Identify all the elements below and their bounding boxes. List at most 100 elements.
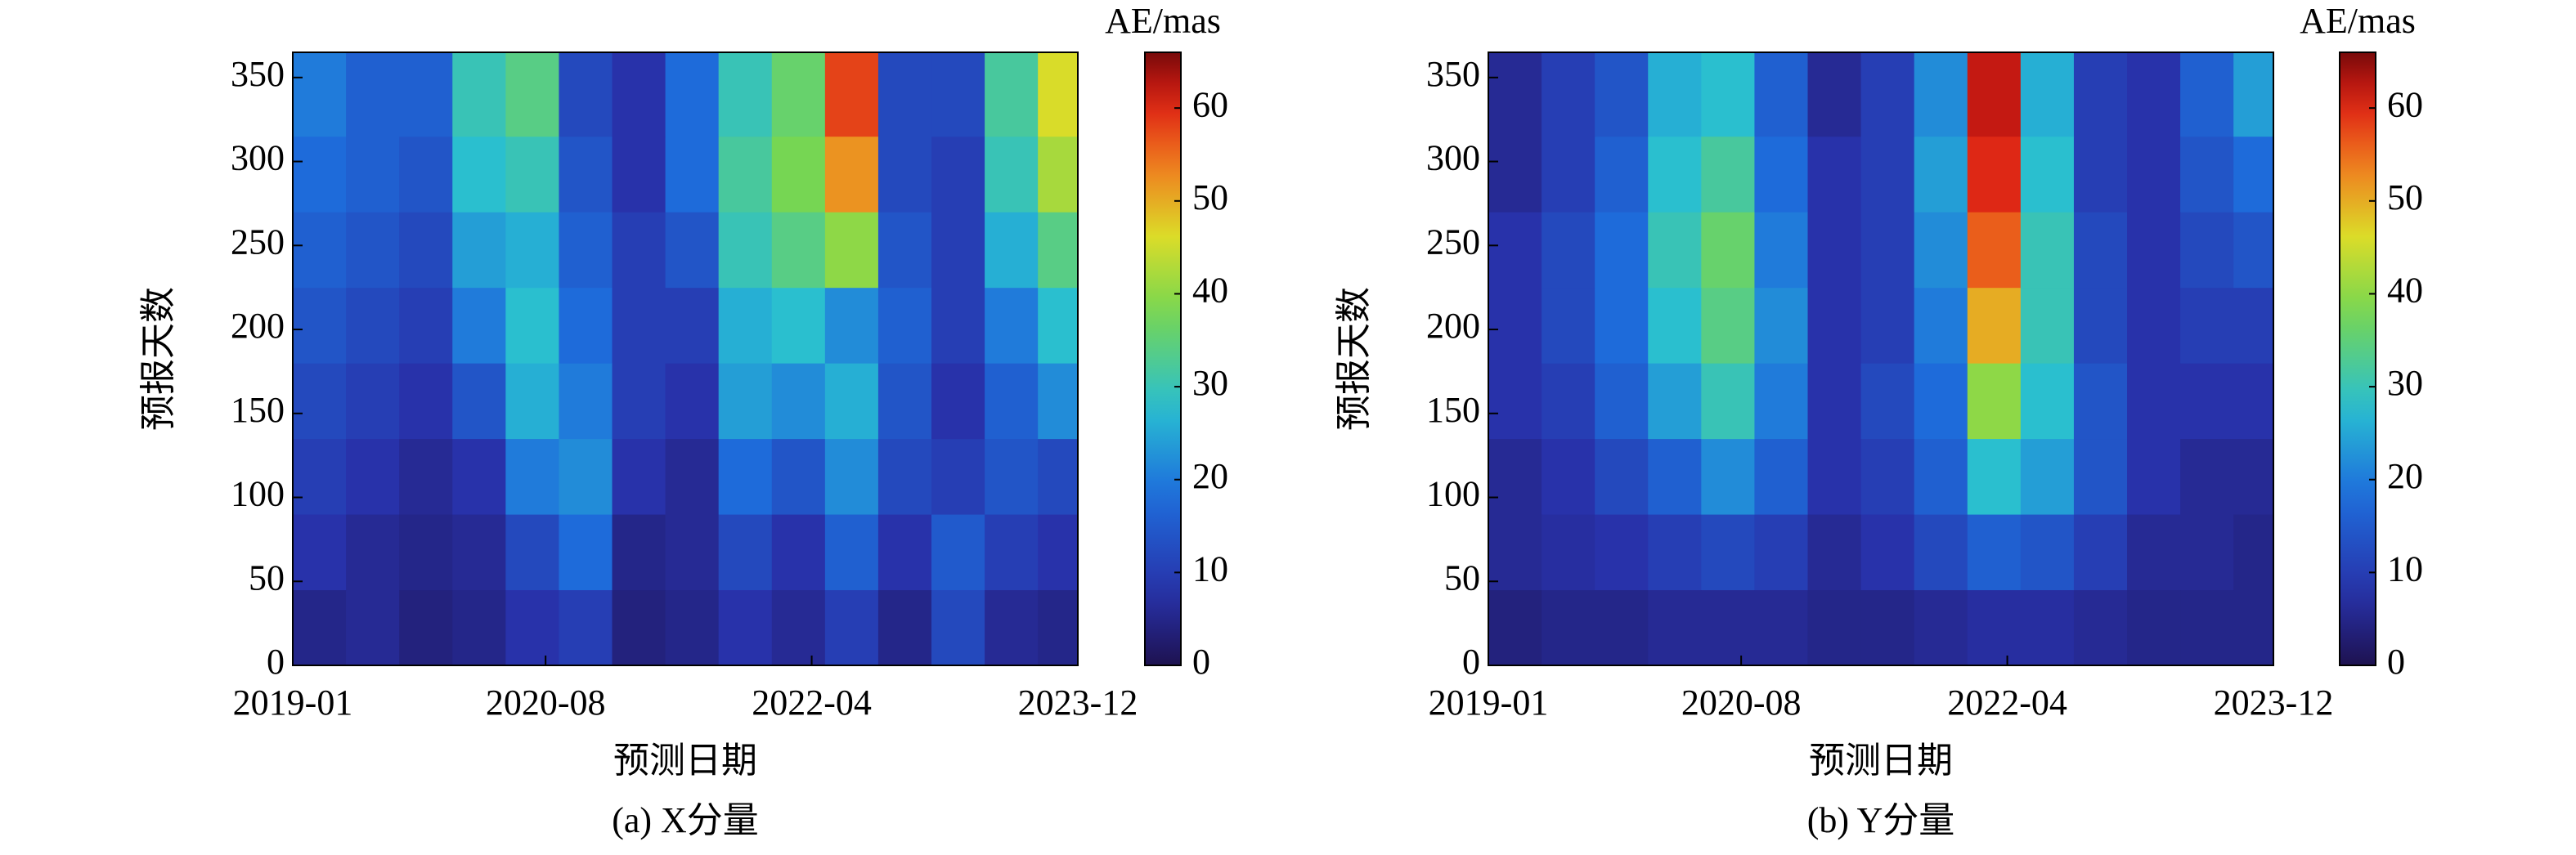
heatmap-cell <box>931 438 985 515</box>
heatmap-cell <box>452 212 506 289</box>
heatmap-cell <box>293 438 347 515</box>
heatmap-cell <box>931 136 985 213</box>
heatmap-cell <box>1648 287 1702 364</box>
heatmap-cell <box>2180 438 2234 515</box>
heatmap-cell <box>399 438 453 515</box>
plot-frame <box>1488 51 2274 666</box>
heatmap-cell <box>1038 212 1079 289</box>
heatmap-cell <box>2020 136 2075 213</box>
heatmap-cell <box>346 438 400 515</box>
heatmap-cell <box>2180 212 2234 289</box>
heatmap-cell <box>2073 514 2128 591</box>
y-tick-label: 250 <box>231 222 285 262</box>
heatmap-cell <box>612 514 666 591</box>
colorbar-tick-label: 50 <box>1192 177 1228 217</box>
heatmap-cell <box>1701 514 1755 591</box>
heatmap-cell <box>1701 52 1755 137</box>
heatmap-cell <box>293 212 347 289</box>
y-tick-label: 50 <box>1444 557 1480 598</box>
heatmap-cell <box>2233 212 2274 289</box>
colorbar-tick-label: 40 <box>1192 271 1228 311</box>
y-axis-label: 预报天数 <box>138 287 178 431</box>
heatmap-cell <box>985 438 1039 515</box>
heatmap-cell <box>1542 438 1595 515</box>
heatmap-cell <box>1542 52 1595 137</box>
heatmap-cell <box>1701 363 1755 440</box>
heatmap-cell <box>399 589 453 666</box>
heatmap-cell <box>824 589 879 666</box>
heatmap-cell <box>1807 287 1862 364</box>
heatmap-cell <box>399 514 453 591</box>
heatmap-cell <box>1860 438 1915 515</box>
heatmap-cell <box>1648 589 1702 666</box>
heatmap-cell <box>2020 287 2075 364</box>
heatmap-cell <box>2233 136 2274 213</box>
heatmap-cell <box>985 212 1039 289</box>
heatmap-cell <box>665 52 720 137</box>
heatmap-cell <box>1701 438 1755 515</box>
heatmap-cell <box>346 363 400 440</box>
heatmap-cell <box>346 136 400 213</box>
heatmap-cell <box>1488 363 1542 440</box>
heatmap-cell <box>985 589 1039 666</box>
heatmap-cell <box>1542 514 1595 591</box>
y-tick-label: 50 <box>249 557 285 598</box>
heatmap-cell <box>1967 212 2022 289</box>
heatmap-cell <box>346 589 400 666</box>
y-tick-label: 350 <box>1426 54 1480 94</box>
heatmap-cell <box>559 52 613 137</box>
heatmap-cell <box>718 514 773 591</box>
heatmap-cell <box>346 287 400 364</box>
heatmap-cell <box>505 136 559 213</box>
heatmap-cell <box>1967 438 2022 515</box>
heatmap-cell <box>1807 212 1862 289</box>
heatmap-cell <box>1914 212 1968 289</box>
x-tick-label: 2022-04 <box>752 683 872 723</box>
heatmap-cell <box>1860 212 1915 289</box>
heatmap-cell <box>1914 514 1968 591</box>
heatmap-cell <box>559 438 613 515</box>
y-tick-label: 250 <box>1426 222 1480 262</box>
heatmap-cell <box>985 514 1039 591</box>
heatmap-cell <box>1860 287 1915 364</box>
y-tick-label: 350 <box>231 54 285 94</box>
colorbar-tick-label: 30 <box>2387 363 2423 403</box>
heatmap-cell <box>559 212 613 289</box>
heatmap-cell <box>1595 136 1649 213</box>
heatmap-cell <box>1038 363 1079 440</box>
y-tick-label: 0 <box>267 642 285 682</box>
heatmap-cell <box>718 136 773 213</box>
heatmap-cell <box>346 514 400 591</box>
heatmap-cell <box>2180 287 2234 364</box>
heatmap-cell <box>1038 52 1079 137</box>
x-axis-label: 预测日期 <box>1809 741 1953 781</box>
heatmap-cell <box>1967 52 2022 137</box>
plot-frame <box>292 51 1079 666</box>
colorbar-title: AE/mas <box>1105 1 1221 41</box>
heatmap-cell <box>1488 589 1542 666</box>
heatmap-cell <box>1754 363 1809 440</box>
heatmap-cell <box>2073 287 2128 364</box>
caption: (a) X分量 <box>612 800 759 840</box>
heatmap-cell <box>1648 52 1702 137</box>
colorbar-tick-label: 40 <box>2387 271 2423 311</box>
heatmap-cell <box>931 287 985 364</box>
x-tick-label: 2020-08 <box>486 683 606 723</box>
heatmap-cell <box>1488 438 1542 515</box>
heatmap-cell <box>2180 589 2234 666</box>
heatmap-cell <box>877 212 932 289</box>
heatmap-cell <box>771 212 826 289</box>
heatmap-cell <box>1488 287 1542 364</box>
heatmap-cell <box>2127 212 2181 289</box>
heatmap-cell <box>985 136 1039 213</box>
heatmap-cell <box>718 287 773 364</box>
heatmap-cell <box>1542 589 1595 666</box>
heatmap-cell <box>452 136 506 213</box>
colorbar-title: AE/mas <box>2300 1 2416 41</box>
heatmap-cell <box>1807 589 1862 666</box>
heatmap-cell <box>399 363 453 440</box>
heatmap-cell <box>1967 136 2022 213</box>
heatmap-cell <box>1595 287 1649 364</box>
heatmap-cell <box>2020 438 2075 515</box>
heatmap-cell <box>718 438 773 515</box>
